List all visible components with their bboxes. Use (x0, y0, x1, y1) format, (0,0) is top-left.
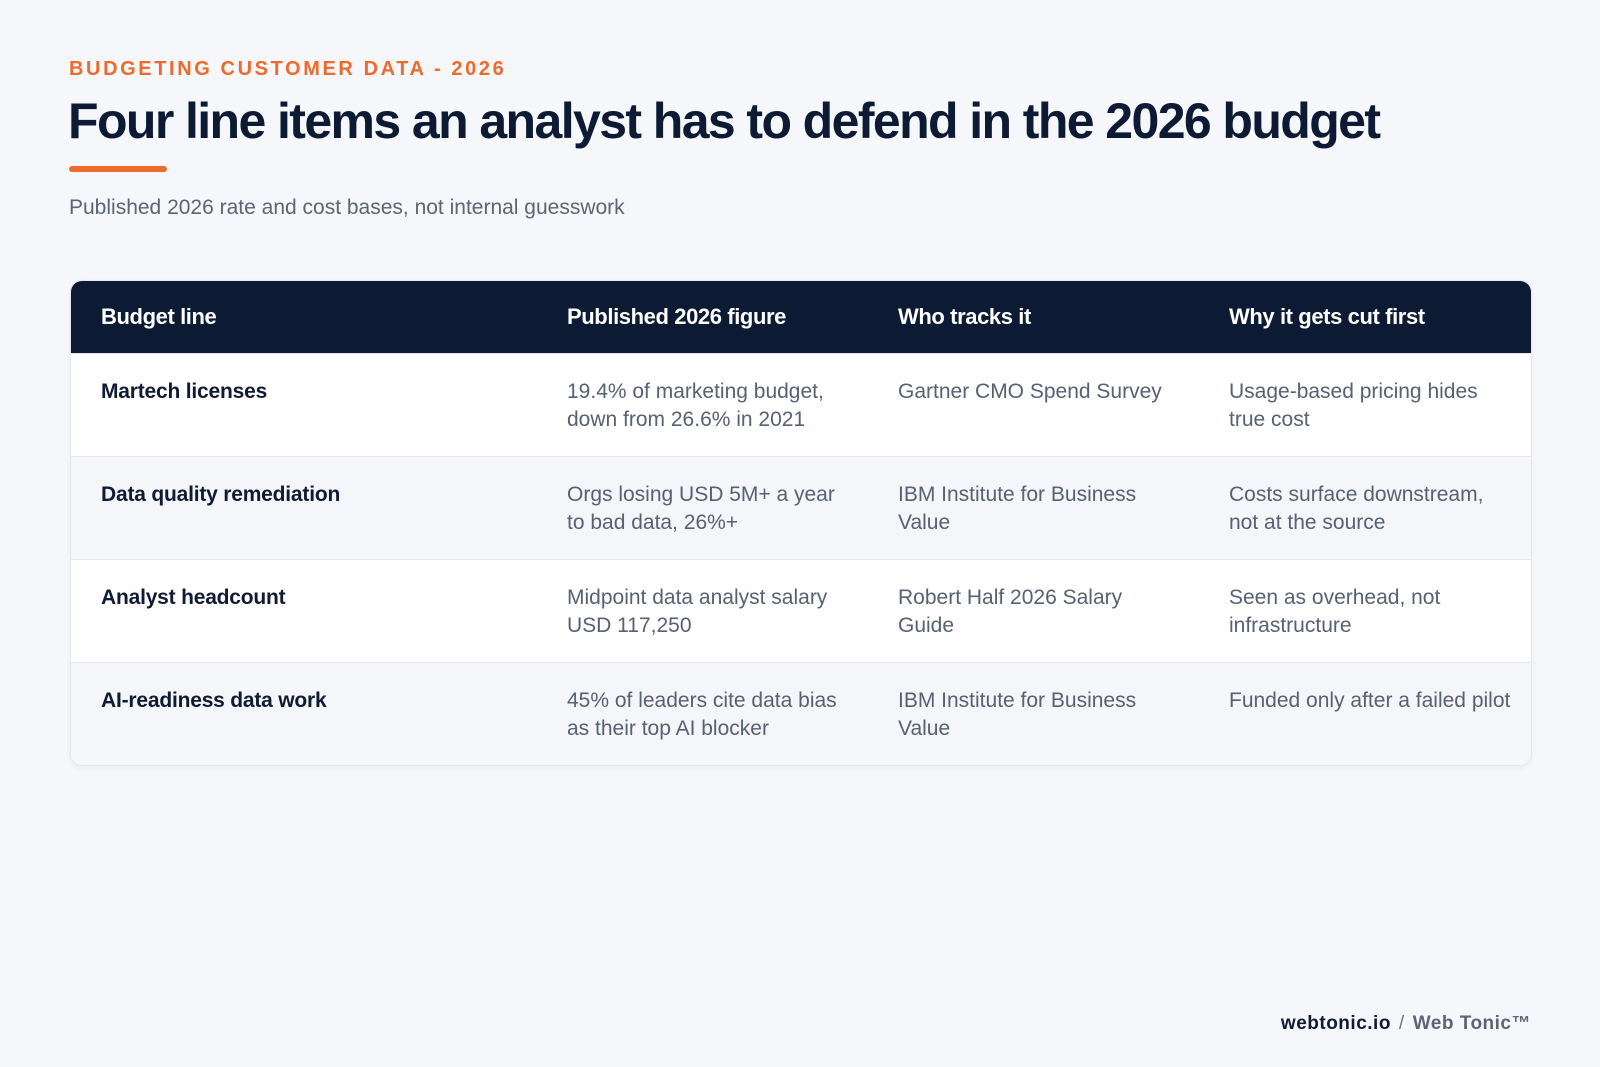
tracker-cell: IBM Institute for Business Value (898, 483, 1137, 534)
eyebrow-label: BUDGETING CUSTOMER DATA - 2026 (69, 58, 507, 80)
tracker-cell: Robert Half 2026 Salary Guide (898, 586, 1123, 637)
budget-line-cell: AI-readiness data work (101, 689, 327, 712)
table-row: Analyst headcount Midpoint data analyst … (71, 559, 1531, 662)
column-header-published-figure: Published 2026 figure (567, 304, 787, 329)
table-row: AI-readiness data work 45% of leaders ci… (71, 662, 1531, 765)
column-header-why-cut: Why it gets cut first (1229, 304, 1425, 329)
column-header-who-tracks: Who tracks it (898, 304, 1031, 329)
tracker-cell: IBM Institute for Business Value (898, 689, 1137, 740)
column-header-budget-line: Budget line (101, 304, 217, 329)
reason-cell: Seen as overhead, not infrastructure (1229, 586, 1441, 637)
title-accent-bar (69, 166, 167, 172)
budget-line-cell: Martech licenses (101, 380, 268, 403)
table-header-row: Budget line Published 2026 figure Who tr… (71, 281, 1531, 353)
reason-cell: Funded only after a failed pilot (1229, 689, 1511, 712)
published-figure-cell: Midpoint data analyst salary USD 117,250 (567, 586, 828, 637)
published-figure-cell: 19.4% of marketing budget, down from 26.… (567, 380, 824, 431)
footer-credit: webtonic.io / Web Tonic™ (1281, 1013, 1531, 1035)
table-row: Data quality remediation Orgs losing USD… (71, 456, 1531, 559)
footer-site-link[interactable]: webtonic.io (1280, 1013, 1391, 1034)
published-figure-cell: 45% of leaders cite data bias as their t… (567, 689, 837, 740)
page-title: Four line items an analyst has to defend… (68, 93, 1381, 149)
budget-table: Budget line Published 2026 figure Who tr… (70, 280, 1532, 766)
page-subtitle: Published 2026 rate and cost bases, not … (69, 196, 625, 219)
reason-cell: Costs surface downstream, not at the sou… (1229, 483, 1484, 534)
table-row: Martech licenses 19.4% of marketing budg… (71, 353, 1531, 456)
tracker-cell: Gartner CMO Spend Survey (898, 380, 1162, 403)
published-figure-cell: Orgs losing USD 5M+ a year to bad data, … (567, 483, 835, 534)
budget-line-cell: Analyst headcount (101, 586, 286, 609)
footer-separator: / (1398, 1013, 1405, 1034)
reason-cell: Usage-based pricing hides true cost (1229, 380, 1478, 431)
budget-line-cell: Data quality remediation (101, 483, 341, 506)
footer-brand: Web Tonic™ (1412, 1013, 1531, 1034)
